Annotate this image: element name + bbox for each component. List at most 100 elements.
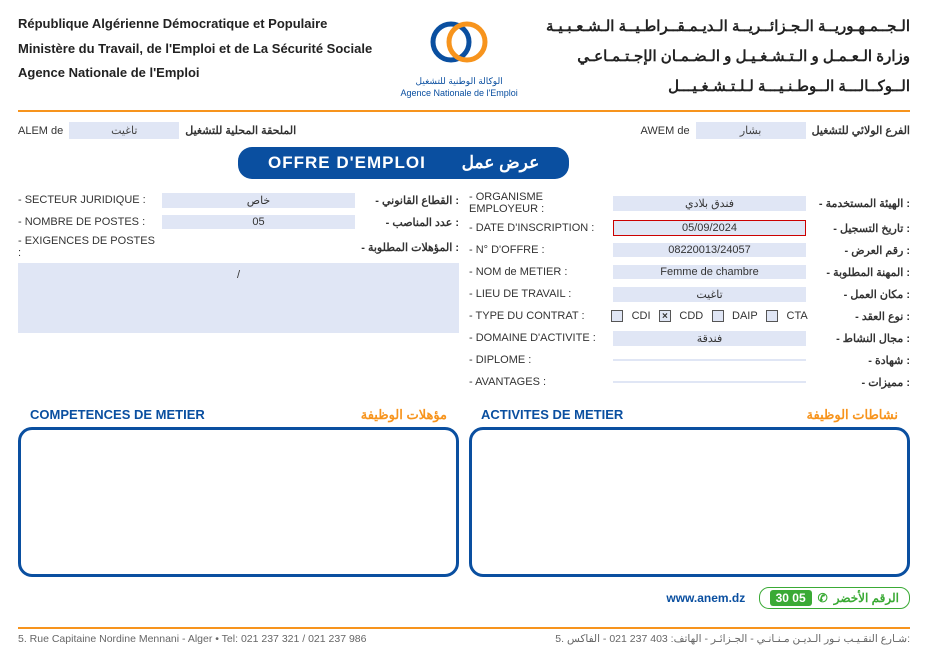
req-line: - EXIGENCES DE POSTES : - المؤهلات المطل… (18, 235, 459, 259)
title-bar: OFFRE D'EMPLOI عرض عمل (238, 147, 569, 179)
hdr-fr-2: Ministère du Travail, de l'Emploi et de … (18, 37, 372, 62)
sector-val: خاص (162, 193, 355, 208)
title-ar: عرض عمل (462, 153, 540, 172)
chk-cdi (611, 310, 623, 322)
hdr-fr-3: Agence Nationale de l'Emploi (18, 61, 372, 86)
sections: COMPETENCES DE METIER مؤهلات الوظيفة ACT… (18, 395, 910, 577)
main-grid: - SECTEUR JURIDIQUE : خاص - القطاع القان… (18, 191, 910, 395)
footer-left: 5. Rue Capitaine Nordine Mennani - Alger… (18, 633, 366, 645)
domain-fr: - DOMAINE D'ACTIVITE : (469, 332, 609, 344)
chk-cdd (659, 310, 671, 322)
phone-icon: ✆ (818, 591, 828, 605)
metier-val: Femme de chambre (613, 265, 806, 279)
date-fr: - DATE D'INSCRIPTION : (469, 222, 609, 234)
comp-fr: COMPETENCES DE METIER (30, 407, 205, 423)
type-line: - TYPE DU CONTRAT : CDI CDD DAIP CTA - ن… (469, 307, 910, 325)
footer: 5. Rue Capitaine Nordine Mennani - Alger… (18, 627, 910, 645)
hdr-ar-3: الــوكــالـــة الــوطـنـيـــة لـلـتـشـغـ… (546, 72, 910, 102)
type-fr: - TYPE DU CONTRAT : (469, 310, 609, 322)
logo-block: الوكالة الوطنية للتشغيل Agence Nationale… (384, 12, 534, 99)
green-label: الرقم الأخضر (834, 591, 899, 605)
alem-value: تاغيت (69, 122, 179, 139)
posts-val: 05 (162, 215, 355, 229)
req-ar: - المؤهلات المطلوبة : (359, 241, 459, 254)
awem-label: AWEM de (640, 125, 689, 137)
opt-daip: DAIP (732, 310, 758, 322)
sector-ar: - القطاع القانوني : (359, 194, 459, 207)
opt-cdi: CDI (632, 310, 651, 322)
comp-header: COMPETENCES DE METIER مؤهلات الوظيفة (18, 407, 459, 423)
logo-sub-ar: الوكالة الوطنية للتشغيل (384, 76, 534, 88)
avant-line: - AVANTAGES : - مميزات : (469, 373, 910, 391)
header-divider (18, 110, 910, 112)
num-val: 08220013/24057 (613, 243, 806, 257)
chk-cta (766, 310, 778, 322)
comp-box (18, 427, 459, 577)
act-box (469, 427, 910, 577)
alem-block: ALEM de تاغيت الملحقة المحلية للتشغيل (18, 122, 296, 139)
competences-col: COMPETENCES DE METIER مؤهلات الوظيفة (18, 395, 459, 577)
avant-val (613, 381, 806, 383)
green-num: 30 05 (770, 590, 812, 606)
hdr-ar-2: وزارة الـعـمـل و الـتـشـغـيـل و الـضـمـا… (546, 42, 910, 72)
req-fr: - EXIGENCES DE POSTES : (18, 235, 158, 259)
opt-cta: CTA (787, 310, 808, 322)
act-fr: ACTIVITES DE METIER (481, 407, 623, 423)
avant-fr: - AVANTAGES : (469, 376, 609, 388)
posts-fr: - NOMBRE DE POSTES : (18, 216, 158, 228)
hdr-ar-1: الـجــمـهـوريــة الـجـزائــريــة الـديـم… (546, 12, 910, 42)
sector-fr: - SECTEUR JURIDIQUE : (18, 194, 158, 206)
title-fr: OFFRE D'EMPLOI (268, 153, 426, 172)
lieu-fr: - LIEU DE TRAVAIL : (469, 288, 609, 300)
activites-col: ACTIVITES DE METIER نشاطات الوظيفة (469, 395, 910, 577)
org-ar: - الهيئة المستخدمة : (810, 197, 910, 210)
req-body: / (28, 269, 449, 281)
diplome-line: - DIPLOME : - شهادة : (469, 351, 910, 369)
num-line: - N° D'OFFRE : 08220013/24057 - رقم العر… (469, 241, 910, 259)
date-line: - DATE D'INSCRIPTION : 05/09/2024 - تاري… (469, 219, 910, 237)
avant-ar: - مميزات : (810, 376, 910, 389)
diplome-val (613, 359, 806, 361)
date-ar: - تاريخ التسجيل : (810, 222, 910, 235)
req-box: / (18, 263, 459, 333)
chk-daip (712, 310, 724, 322)
domain-line: - DOMAINE D'ACTIVITE : فندقة - مجال النش… (469, 329, 910, 347)
alem-ar: الملحقة المحلية للتشغيل (185, 124, 296, 137)
lieu-ar: - مكان العمل : (810, 288, 910, 301)
domain-ar: - مجال النشاط : (810, 332, 910, 345)
awem-value: بشار (696, 122, 806, 139)
right-col: - ORGANISME EMPLOYEUR : فندق بلادي - اله… (469, 191, 910, 395)
header-fr: République Algérienne Démocratique et Po… (18, 12, 372, 86)
lieu-line: - LIEU DE TRAVAIL : تاغيت - مكان العمل : (469, 285, 910, 303)
header: République Algérienne Démocratique et Po… (18, 12, 910, 102)
org-fr: - ORGANISME EMPLOYEUR : (469, 191, 609, 215)
sector-line: - SECTEUR JURIDIQUE : خاص - القطاع القان… (18, 191, 459, 209)
num-fr: - N° D'OFFRE : (469, 244, 609, 256)
agency-row: ALEM de تاغيت الملحقة المحلية للتشغيل AW… (18, 122, 910, 139)
footer-top: www.anem.dz 30 05 ✆ الرقم الأخضر (18, 587, 910, 609)
org-val: فندق بلادي (613, 196, 806, 211)
domain-val: فندقة (613, 331, 806, 346)
alem-label: ALEM de (18, 125, 63, 137)
posts-ar: - عدد المناصب : (359, 216, 459, 229)
diplome-ar: - شهادة : (810, 354, 910, 367)
num-ar: - رقم العرض : (810, 244, 910, 257)
logo-sub-fr: Agence Nationale de l'Emploi (384, 88, 534, 100)
metier-line: - NOM de METIER : Femme de chambre - الم… (469, 263, 910, 281)
anem-logo-icon (429, 12, 489, 72)
green-number-pill: 30 05 ✆ الرقم الأخضر (759, 587, 910, 609)
awem-ar: الفرع الولائي للتشغيل (812, 124, 910, 137)
footer-right: 5. شـارع النقـيـب نـور الـديـن مـنـانـي … (555, 633, 910, 645)
hdr-fr-1: République Algérienne Démocratique et Po… (18, 12, 372, 37)
lieu-val: تاغيت (613, 287, 806, 302)
awem-block: AWEM de بشار الفرع الولائي للتشغيل (640, 122, 910, 139)
type-ar: - نوع العقد : (810, 310, 910, 323)
opt-cdd: CDD (679, 310, 703, 322)
header-ar: الـجــمـهـوريــة الـجـزائــريــة الـديـم… (546, 12, 910, 102)
org-line: - ORGANISME EMPLOYEUR : فندق بلادي - اله… (469, 191, 910, 215)
act-ar: نشاطات الوظيفة (807, 407, 898, 423)
diplome-fr: - DIPLOME : (469, 354, 609, 366)
website: www.anem.dz (666, 591, 745, 605)
date-val: 05/09/2024 (613, 220, 806, 236)
comp-ar: مؤهلات الوظيفة (361, 407, 447, 423)
